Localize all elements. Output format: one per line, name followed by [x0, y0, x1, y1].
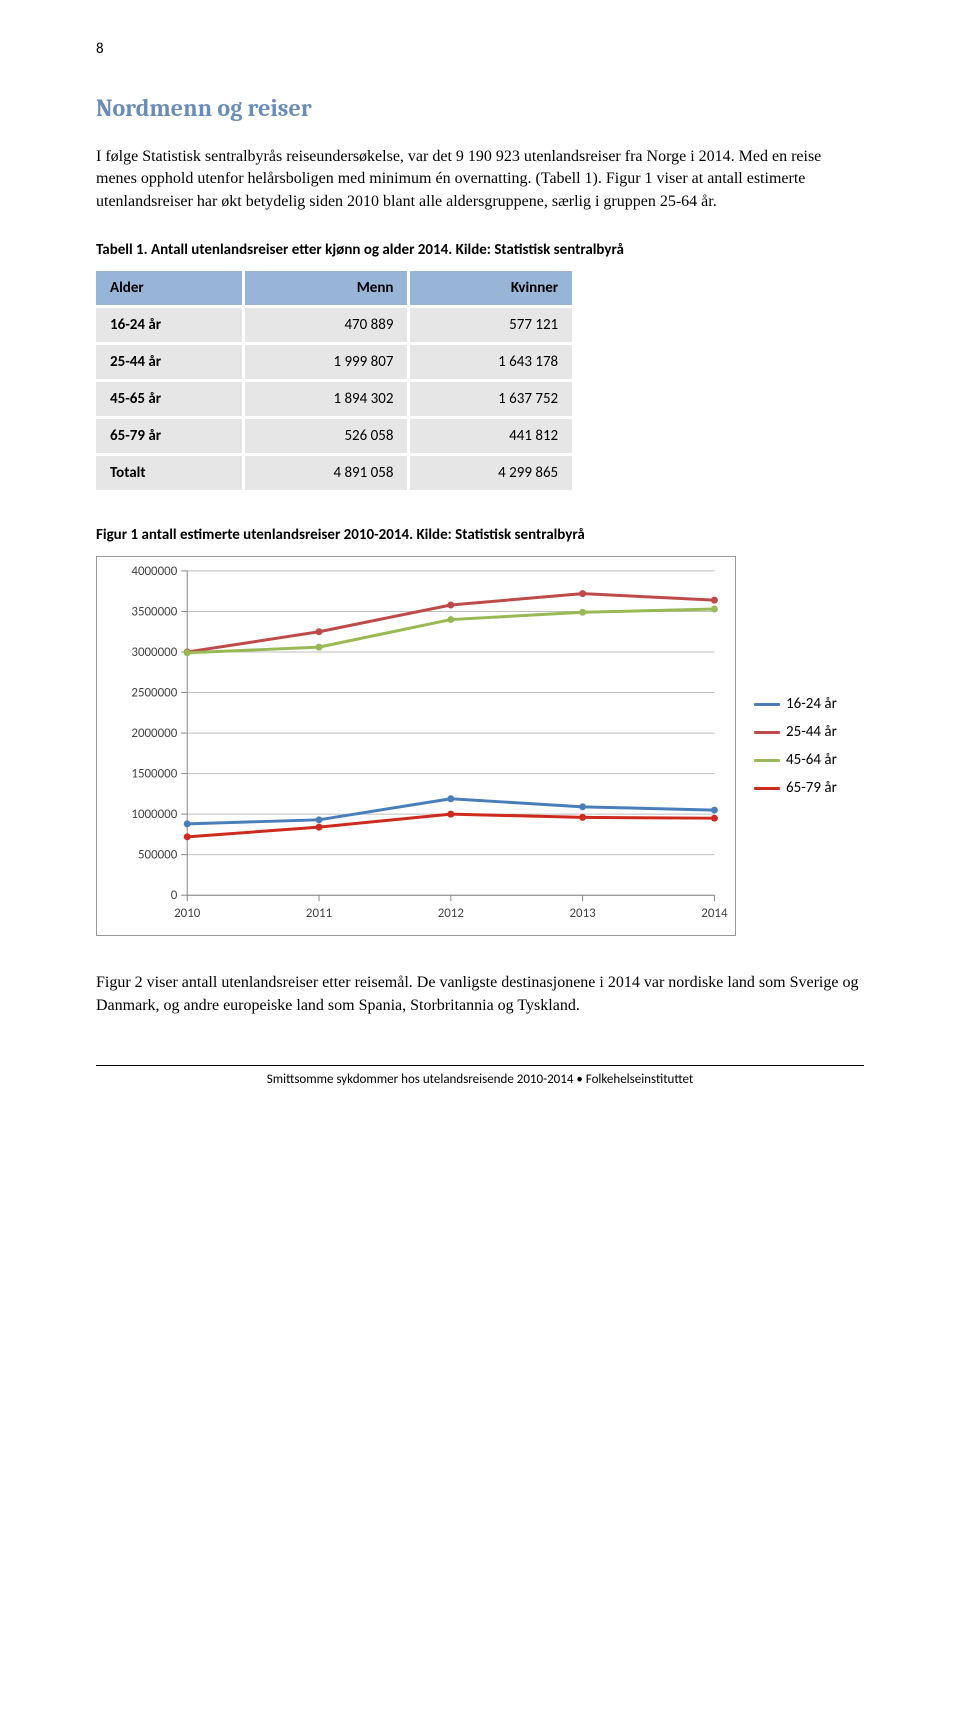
- line-chart-svg: 0 500000 1000000 1500000 2000000 2500000 30000…: [97, 557, 735, 935]
- cell-value: 441 812: [409, 418, 572, 455]
- cell-value: 1 643 178: [409, 344, 572, 381]
- svg-text:2000000: 2000000: [131, 726, 177, 741]
- chart-legend: 16-24 år 25-44 år 45-64 år 65-79 år: [754, 685, 837, 807]
- col-header: Kvinner: [409, 271, 572, 307]
- legend-swatch: [754, 787, 780, 790]
- legend-label: 65-79 år: [786, 779, 837, 797]
- cell-value: 470 889: [243, 307, 409, 344]
- svg-text:0: 0: [171, 888, 178, 903]
- figure-caption: Figur 1 antall estimerte utenlandsreiser…: [96, 526, 864, 544]
- table-row: 65-79 år526 058441 812: [96, 418, 572, 455]
- legend-swatch: [754, 703, 780, 706]
- legend-label: 25-44 år: [786, 723, 837, 741]
- svg-text:2014: 2014: [701, 906, 728, 921]
- legend-item: 25-44 år: [754, 723, 837, 741]
- svg-text:3000000: 3000000: [131, 645, 177, 660]
- chart-wrapper: 0 500000 1000000 1500000 2000000 2500000 30000…: [96, 556, 864, 936]
- row-label: Totalt: [96, 455, 243, 491]
- table-row: 16-24 år470 889577 121: [96, 307, 572, 344]
- table-row: 25-44 år1 999 8071 643 178: [96, 344, 572, 381]
- svg-text:500000: 500000: [138, 848, 178, 863]
- row-label: 65-79 år: [96, 418, 243, 455]
- svg-text:1000000: 1000000: [131, 807, 177, 822]
- col-header: Menn: [243, 271, 409, 307]
- cell-value: 526 058: [243, 418, 409, 455]
- cell-value: 577 121: [409, 307, 572, 344]
- page-number: 8: [96, 40, 864, 58]
- table-row: Totalt4 891 0584 299 865: [96, 455, 572, 491]
- cell-value: 1 999 807: [243, 344, 409, 381]
- cell-value: 4 891 058: [243, 455, 409, 491]
- table-header-row: Alder Menn Kvinner: [96, 271, 572, 307]
- legend-item: 45-64 år: [754, 751, 837, 769]
- legend-item: 65-79 år: [754, 779, 837, 797]
- legend-swatch: [754, 731, 780, 734]
- legend-label: 16-24 år: [786, 695, 837, 713]
- closing-paragraph: Figur 2 viser antall utenlandsreiser ett…: [96, 972, 864, 1017]
- row-label: 16-24 år: [96, 307, 243, 344]
- svg-text:3500000: 3500000: [131, 605, 177, 620]
- col-header: Alder: [96, 271, 243, 307]
- chart-panel: 0 500000 1000000 1500000 2000000 2500000 30000…: [96, 556, 736, 936]
- cell-value: 4 299 865: [409, 455, 572, 491]
- cell-value: 1 894 302: [243, 381, 409, 418]
- page-footer: Smittsomme sykdommer hos utelandsreisend…: [96, 1065, 864, 1087]
- intro-paragraph: I følge Statistisk sentralbyrås reiseund…: [96, 146, 864, 213]
- cell-value: 1 637 752: [409, 381, 572, 418]
- svg-text:2011: 2011: [306, 906, 332, 921]
- table-row: 45-65 år1 894 3021 637 752: [96, 381, 572, 418]
- svg-text:2010: 2010: [174, 906, 201, 921]
- svg-text:1500000: 1500000: [131, 767, 177, 782]
- table-caption: Tabell 1. Antall utenlandsreiser etter k…: [96, 241, 864, 259]
- section-heading: Nordmenn og reiser: [96, 94, 864, 122]
- svg-text:2012: 2012: [438, 906, 464, 921]
- svg-text:2013: 2013: [570, 906, 597, 921]
- legend-label: 45-64 år: [786, 751, 837, 769]
- table-body: 16-24 år470 889577 12125-44 år1 999 8071…: [96, 307, 572, 491]
- svg-text:4000000: 4000000: [131, 564, 177, 579]
- data-table: Alder Menn Kvinner 16-24 år470 889577 12…: [96, 271, 572, 490]
- legend-item: 16-24 år: [754, 695, 837, 713]
- row-label: 45-65 år: [96, 381, 243, 418]
- legend-swatch: [754, 759, 780, 762]
- svg-text:2500000: 2500000: [131, 686, 177, 701]
- row-label: 25-44 år: [96, 344, 243, 381]
